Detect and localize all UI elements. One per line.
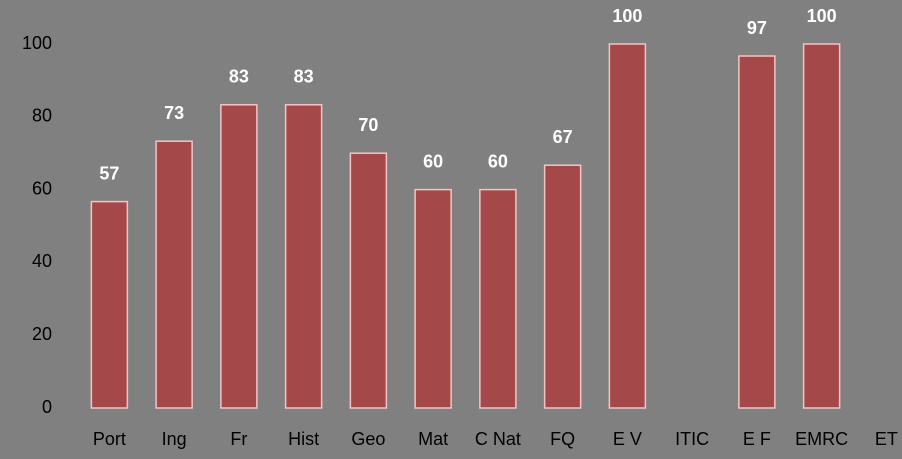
data-label: 70	[358, 115, 378, 135]
y-tick-label: 0	[42, 397, 52, 417]
y-tick-label: 20	[32, 324, 52, 344]
data-label: 73	[164, 103, 184, 123]
x-tick-label: Ing	[162, 429, 187, 449]
x-tick-label: Mat	[418, 429, 448, 449]
y-tick-label: 40	[32, 251, 52, 271]
x-tick-label: E V	[613, 429, 642, 449]
bar	[738, 55, 776, 409]
x-tick-label: Geo	[351, 429, 385, 449]
bar	[802, 43, 841, 409]
data-label: 97	[747, 18, 767, 38]
data-label: 100	[807, 6, 837, 26]
x-tick-label: Port	[93, 429, 126, 449]
bar	[220, 104, 258, 409]
x-tick-label: E F	[743, 429, 771, 449]
bar	[414, 188, 452, 409]
data-label: 83	[294, 67, 314, 87]
data-label: 57	[99, 163, 119, 183]
x-tick-label: ITIC	[675, 429, 709, 449]
x-tick-label: Hist	[288, 429, 319, 449]
bar	[608, 43, 647, 409]
x-tick-label: ET	[875, 429, 898, 449]
x-tick-label: Fr	[230, 429, 247, 449]
data-label: 100	[612, 6, 642, 26]
bar	[90, 200, 129, 409]
data-label: 60	[423, 151, 443, 171]
data-label: 83	[229, 67, 249, 87]
bar	[284, 104, 323, 409]
x-tick-label: EMRC	[795, 429, 848, 449]
bar	[543, 164, 582, 409]
data-label: 67	[553, 127, 573, 147]
bar	[349, 152, 388, 409]
x-tick-label: FQ	[550, 429, 575, 449]
y-tick-label: 80	[32, 106, 52, 126]
y-tick-label: 60	[32, 178, 52, 198]
x-tick-label: C Nat	[475, 429, 521, 449]
data-label: 60	[488, 151, 508, 171]
bar	[479, 188, 517, 409]
y-tick-label: 100	[22, 33, 52, 53]
bar	[155, 140, 193, 409]
